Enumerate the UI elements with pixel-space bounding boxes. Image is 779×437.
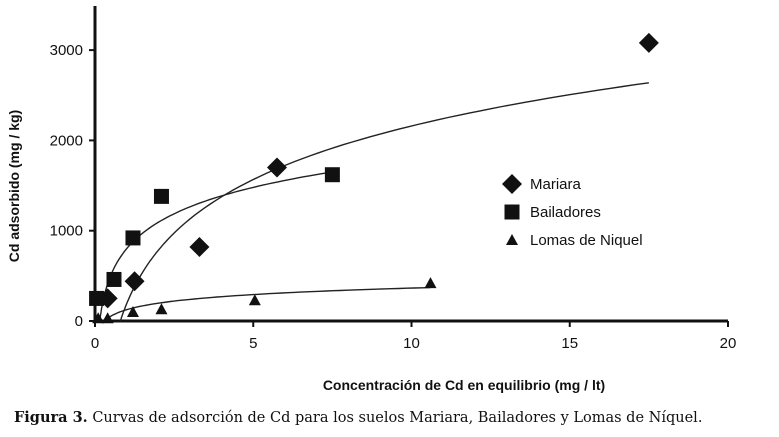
caption-label: Figura 3.: [14, 409, 88, 426]
data-point-square: [89, 290, 105, 306]
data-point-diamond: [638, 32, 659, 53]
axes: 0 5 10 15 20 0 1000 2000 3000: [50, 6, 737, 352]
data-point-triangle: [155, 303, 168, 315]
legend-marker-diamond: [502, 174, 522, 194]
data-point-triangle: [101, 312, 114, 324]
fit-curve-triangle: [103, 286, 431, 322]
fit-curve-square: [99, 171, 333, 322]
figure-caption: Figura 3. Curvas de adsorción de Cd para…: [14, 409, 702, 426]
y-tick-label: 2000: [50, 132, 83, 149]
legend-label: Mariara: [530, 176, 582, 193]
legend: Mariara Bailadores Lomas de Niquel: [502, 174, 643, 249]
data-point-square: [153, 188, 169, 204]
data-point-square: [324, 167, 340, 183]
data-point-diamond: [266, 157, 287, 178]
x-tick-label: 10: [403, 335, 420, 352]
data-point-triangle: [424, 277, 437, 289]
data-point-square: [125, 230, 141, 246]
data-point-diamond: [189, 236, 210, 257]
y-tick-label: 3000: [50, 42, 83, 59]
x-tick-label: 15: [561, 335, 578, 352]
y-axis-label: Cd adsorbido (mg / kg): [6, 110, 22, 262]
x-axis-label: Concentración de Cd en equilibrio (mg / …: [323, 377, 605, 393]
caption-text: Curvas de adsorción de Cd para los suelo…: [87, 410, 703, 426]
legend-marker-triangle: [506, 234, 518, 245]
data-point-triangle: [248, 294, 261, 306]
y-tick-label: 0: [75, 313, 83, 330]
data-point-triangle: [126, 305, 139, 317]
fit-curve-diamond: [119, 82, 649, 322]
data-point-triangle: [92, 312, 105, 324]
data-points: [89, 32, 659, 324]
x-tick-label: 20: [720, 335, 737, 352]
x-tick-label: 5: [249, 335, 257, 352]
x-tick-label: 0: [91, 335, 99, 352]
fit-curves: [99, 82, 649, 322]
legend-marker-square: [504, 204, 520, 220]
legend-label: Lomas de Niquel: [530, 232, 643, 249]
y-tick-label: 1000: [50, 223, 83, 240]
data-point-diamond: [124, 271, 145, 292]
legend-label: Bailadores: [530, 204, 601, 221]
data-point-square: [106, 271, 122, 287]
